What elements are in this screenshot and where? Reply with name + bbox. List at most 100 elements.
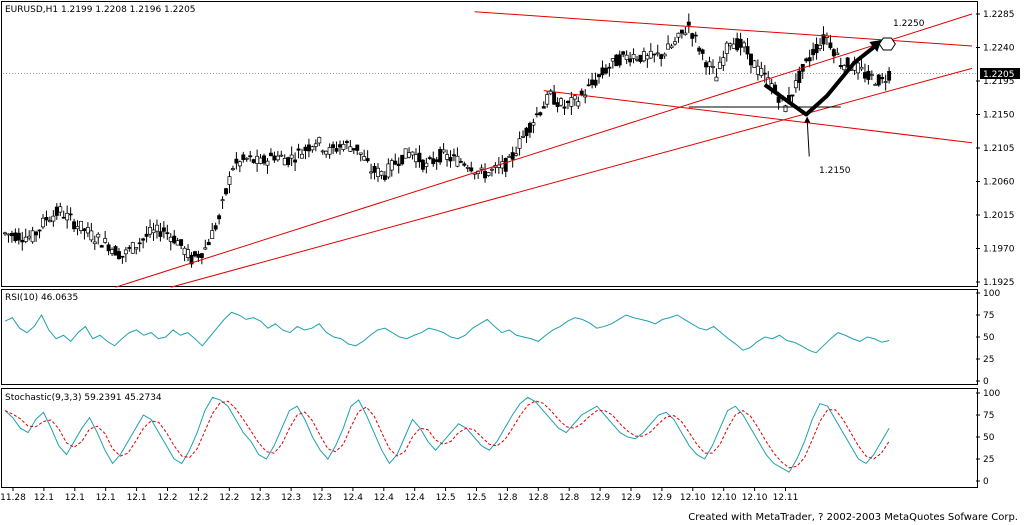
candle-body xyxy=(735,38,740,51)
candle-body xyxy=(427,157,432,159)
candle-body xyxy=(227,176,232,185)
candle-body xyxy=(313,143,318,147)
candle-body xyxy=(666,43,671,50)
candle-body xyxy=(448,157,453,162)
candle-body xyxy=(814,44,819,54)
x-tick-label: 12.10 xyxy=(680,493,706,503)
candle-body xyxy=(348,146,353,152)
candle-body xyxy=(534,113,539,116)
trendline-rising-line-2 xyxy=(170,67,973,288)
candle-body xyxy=(13,232,18,242)
x-tick-label: 12.1 xyxy=(65,493,85,503)
credit-text: Created with MetaTrader, ? 2002-2003 Met… xyxy=(688,512,1018,523)
candle-body xyxy=(275,155,280,161)
candle-body xyxy=(603,67,608,74)
candle-body xyxy=(168,236,173,242)
candle-body xyxy=(341,143,346,150)
candle-body xyxy=(559,98,563,106)
candle-body xyxy=(662,53,667,57)
candle-body xyxy=(189,254,194,265)
candle-body xyxy=(127,247,132,249)
candle-body xyxy=(462,163,467,166)
candle-body xyxy=(818,44,822,50)
candle-body xyxy=(641,51,646,62)
candle-body xyxy=(96,233,101,238)
candle-body xyxy=(72,221,77,230)
y-tick-label: 1.2285 xyxy=(983,10,1015,20)
candle-body xyxy=(407,152,412,158)
candle-body xyxy=(552,91,557,105)
candle-body xyxy=(679,29,684,34)
candle-body xyxy=(386,163,391,178)
candle-body xyxy=(624,54,629,60)
candle-body xyxy=(856,62,860,74)
candle-body xyxy=(452,154,456,157)
candle-body xyxy=(859,66,864,70)
candle-body xyxy=(669,45,674,49)
candle-body xyxy=(704,62,709,68)
candle-body xyxy=(635,58,639,61)
x-tick-label: 12.8 xyxy=(528,493,548,503)
candle-body xyxy=(831,49,836,57)
x-tick-label: 12.9 xyxy=(590,493,610,503)
y-tick-label: 75 xyxy=(983,411,994,421)
target-price-annotation: 1.2250 xyxy=(893,19,925,29)
candle-body xyxy=(89,230,94,241)
candle-body xyxy=(876,74,881,86)
candle-body xyxy=(410,151,415,156)
candle-body xyxy=(438,149,443,163)
candle-body xyxy=(334,148,339,152)
candle-body xyxy=(797,70,802,83)
trendline-rising-line-1 xyxy=(115,13,973,288)
candle-body xyxy=(79,220,83,231)
y-tick-label: 1.1925 xyxy=(983,278,1015,288)
target-marker xyxy=(878,37,896,51)
candle-body xyxy=(510,152,515,160)
stochastic-plot xyxy=(4,396,890,473)
candle-body xyxy=(586,84,591,87)
candle-body xyxy=(289,154,294,159)
x-tick-label: 12.5 xyxy=(466,493,486,503)
x-tick-label: 12.3 xyxy=(250,493,270,503)
candle-body xyxy=(731,43,736,49)
candle-body xyxy=(123,249,128,255)
candle-body xyxy=(458,161,463,163)
candle-body xyxy=(714,76,719,82)
y-tick-label: 1.1970 xyxy=(983,245,1015,255)
candle-body xyxy=(700,49,705,54)
candle-body xyxy=(41,217,45,228)
candle-body xyxy=(531,122,536,126)
candle-body xyxy=(379,171,384,176)
candle-body xyxy=(600,67,605,76)
current-price-tag: 1.2205 xyxy=(983,70,1015,80)
candle-body xyxy=(465,166,470,169)
candle-body xyxy=(199,253,204,258)
candle-body xyxy=(693,34,698,37)
y-tick-label: 1.2015 xyxy=(983,211,1015,221)
y-tick-label: 25 xyxy=(983,355,994,365)
candle-body xyxy=(161,227,166,232)
candle-body xyxy=(358,152,363,155)
candle-body xyxy=(628,58,633,63)
candle-body xyxy=(721,57,726,66)
candle-body xyxy=(293,159,298,163)
candle-body xyxy=(255,155,260,164)
candle-body xyxy=(507,156,512,158)
x-tick-label: 12.9 xyxy=(652,493,672,503)
candle-body xyxy=(614,54,619,67)
candle-body xyxy=(617,54,622,66)
candle-body xyxy=(590,79,595,86)
candle-body xyxy=(141,238,146,241)
candle-body xyxy=(821,34,826,45)
y-tick-label: 100 xyxy=(983,289,1000,299)
candle-body xyxy=(30,230,35,243)
candle-body xyxy=(75,226,80,230)
candle-body xyxy=(244,157,249,160)
stochastic-title: Stochastic(9,3,3) 59.2391 45.2734 xyxy=(5,393,162,403)
candle-body xyxy=(68,213,73,216)
x-tick-label: 12.3 xyxy=(312,493,332,503)
y-tick-label: 0 xyxy=(983,377,989,387)
candle-body xyxy=(58,206,63,213)
candle-body xyxy=(372,165,377,173)
candle-body xyxy=(762,72,767,75)
